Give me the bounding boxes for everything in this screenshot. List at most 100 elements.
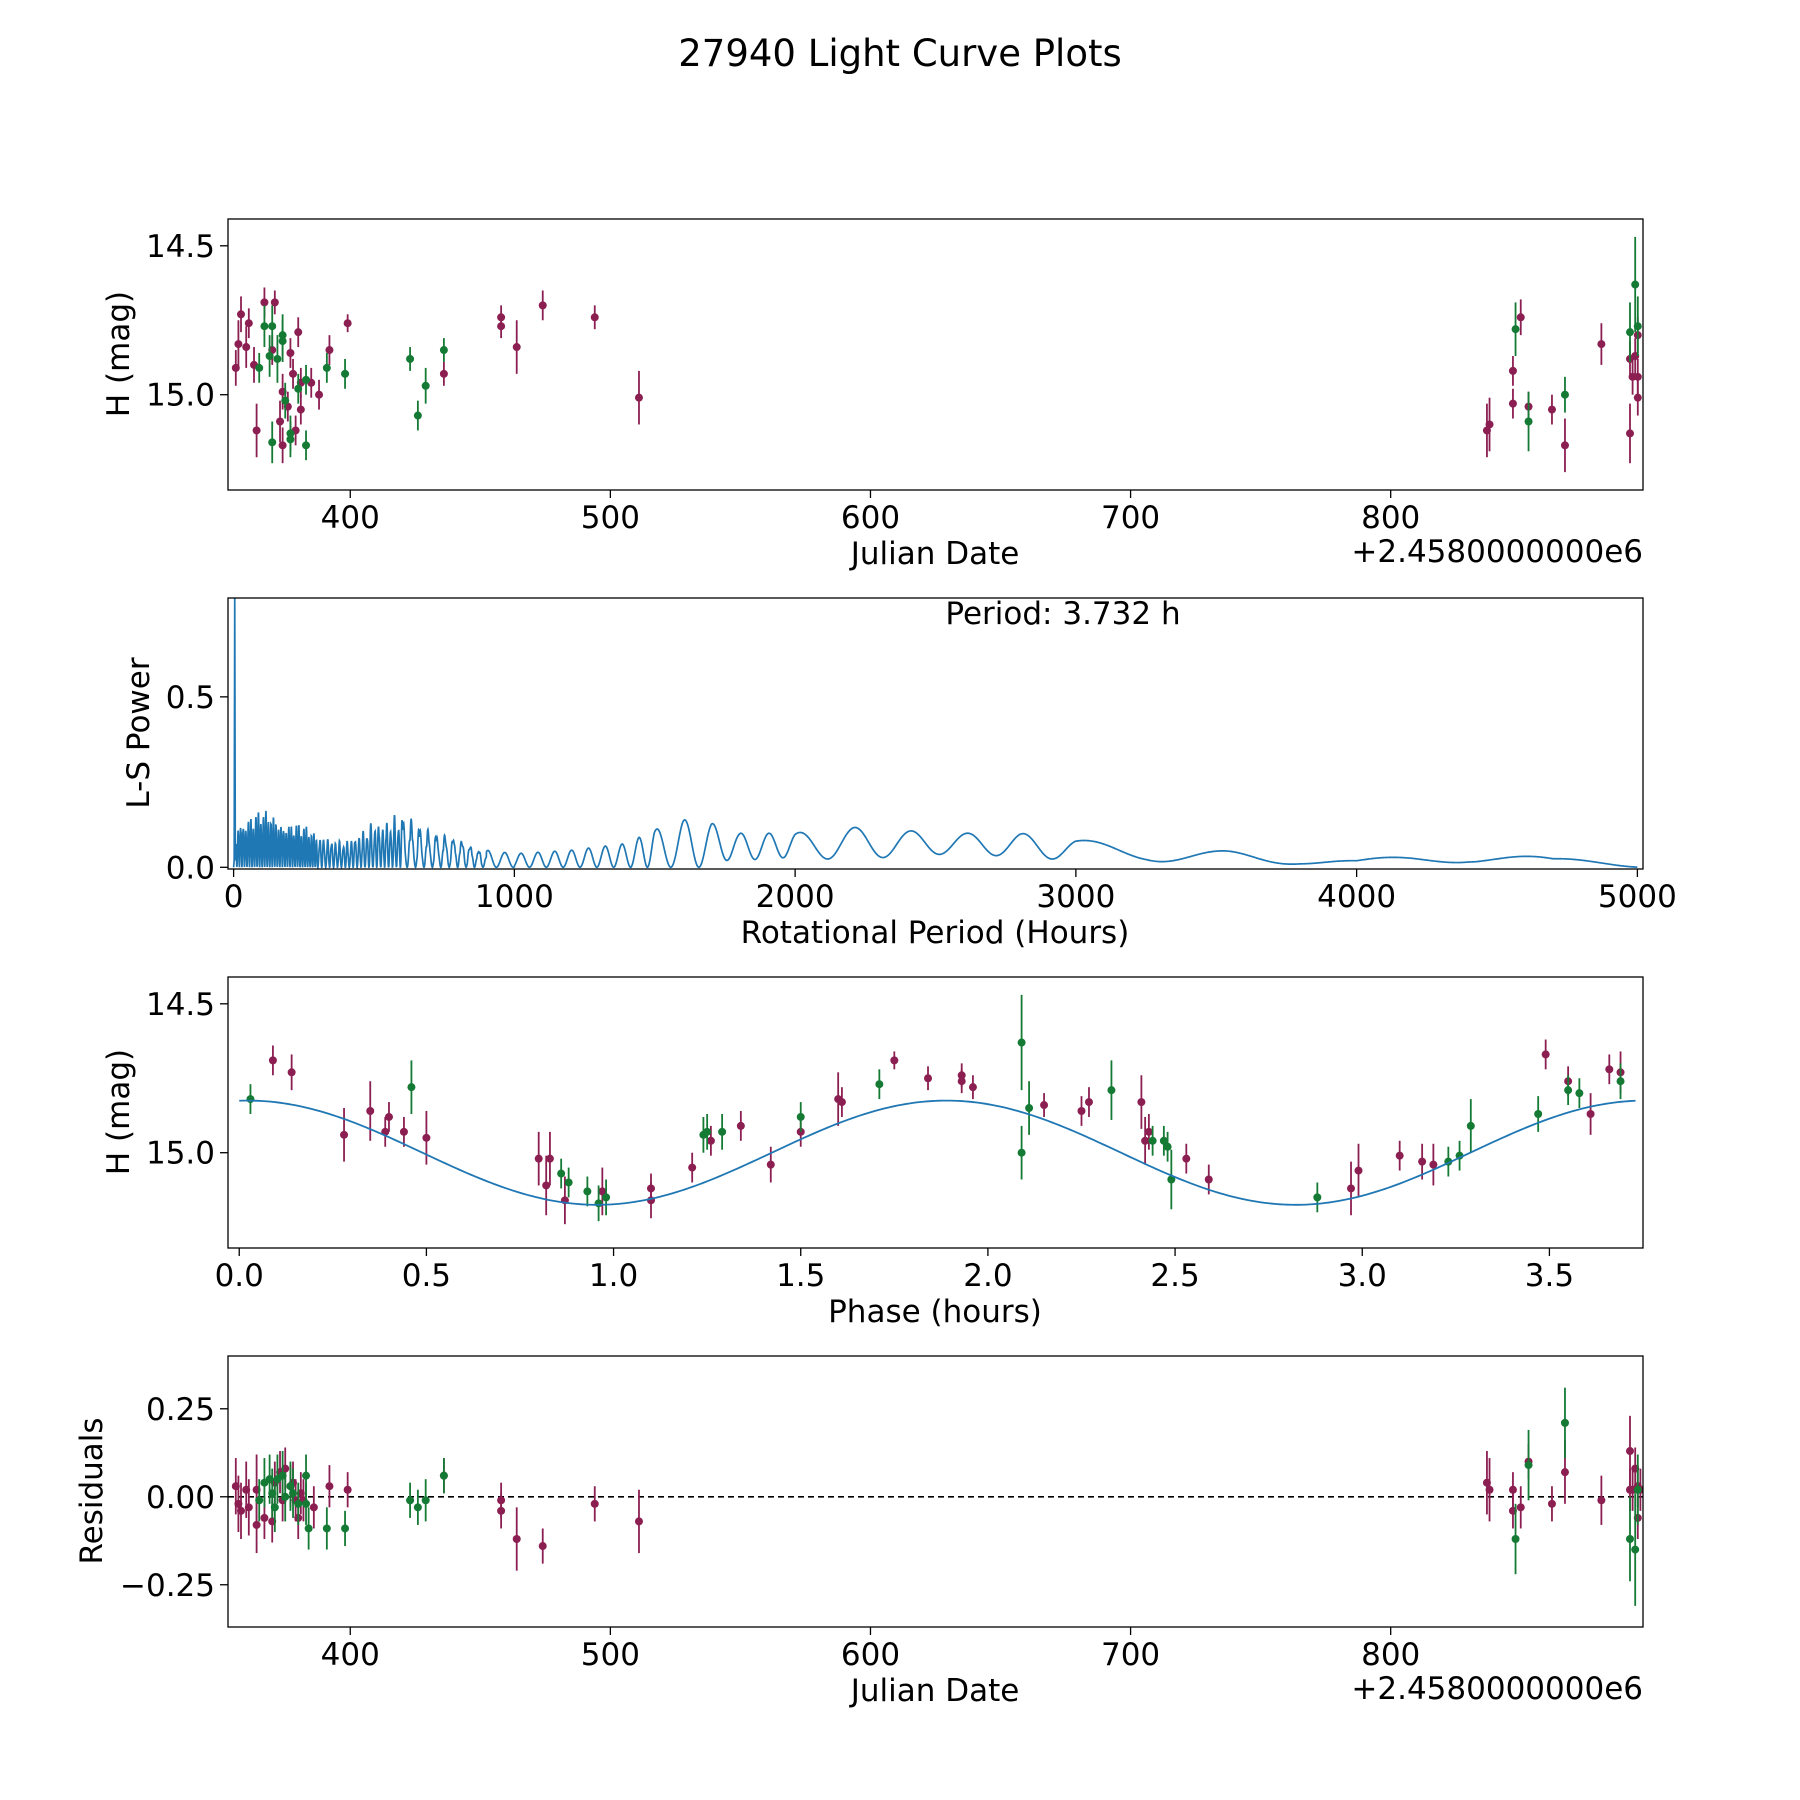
lightcurve-point-green bbox=[421, 381, 430, 390]
phased-point-red bbox=[1418, 1157, 1427, 1166]
residuals-point-red bbox=[237, 1506, 246, 1515]
residuals-point-green bbox=[270, 1503, 279, 1512]
phased-point-red bbox=[1077, 1107, 1086, 1116]
residuals-xtick-label: 800 bbox=[1361, 1637, 1420, 1673]
residuals-ylabel: Residuals bbox=[74, 1417, 110, 1564]
lightcurve-point-red bbox=[244, 319, 253, 328]
lightcurve-point-red bbox=[315, 390, 324, 399]
phased-point-green bbox=[1017, 1148, 1026, 1157]
phased-point-red bbox=[340, 1130, 349, 1139]
lightcurve-point-red bbox=[497, 313, 506, 322]
periodogram-xtick-label: 5000 bbox=[1598, 879, 1677, 915]
lightcurve-xtick-label: 400 bbox=[321, 500, 380, 536]
lightcurve-point-red bbox=[270, 298, 279, 307]
lightcurve-point-red bbox=[260, 298, 269, 307]
phased-xtick-label: 3.5 bbox=[1525, 1258, 1574, 1294]
residuals-ytick-label: 0.00 bbox=[146, 1480, 215, 1516]
residuals-point-green bbox=[421, 1496, 430, 1505]
lightcurve-xlabel: Julian Date bbox=[849, 536, 1020, 572]
residuals-frame bbox=[227, 1355, 1644, 1628]
phased-point-red bbox=[1141, 1136, 1150, 1145]
lightcurve-point-red bbox=[278, 441, 287, 450]
phased-ytick-label: 15.0 bbox=[146, 1136, 215, 1172]
residuals-point-red bbox=[309, 1503, 318, 1512]
phased-point-red bbox=[1182, 1154, 1191, 1163]
phased-point-red bbox=[1395, 1151, 1404, 1160]
phased-point-green bbox=[1025, 1104, 1034, 1113]
lightcurve-point-red bbox=[234, 340, 243, 349]
lightcurve-point-red bbox=[294, 328, 303, 337]
residuals-point-green bbox=[255, 1496, 264, 1505]
residuals-point-red bbox=[1625, 1447, 1634, 1456]
periodogram-plot-area bbox=[232, 598, 1638, 869]
phased-xtick-label: 1.5 bbox=[776, 1258, 825, 1294]
residuals-point-green bbox=[1633, 1485, 1642, 1494]
phased-point-red bbox=[766, 1160, 775, 1169]
lightcurve-xtick-label: 700 bbox=[1101, 500, 1160, 536]
phased-panel: 0.0 0.5 1.0 1.5 2.0 2.5 3.0 3.5 15.0 14.5 Phase (… bbox=[101, 976, 1644, 1330]
phased-point-red bbox=[1144, 1127, 1153, 1136]
lightcurve-panel: 400 500 600 700 800 15.0 14.5 Julian Date +2.4… bbox=[101, 218, 1644, 572]
residuals-point-green bbox=[294, 1499, 303, 1508]
phased-point-red bbox=[1137, 1098, 1146, 1107]
phased-point-green bbox=[407, 1083, 416, 1092]
phased-ylabel: H (mag) bbox=[101, 1049, 137, 1175]
periodogram-ytick-label: 0.5 bbox=[166, 680, 215, 716]
lightcurve-point-red bbox=[538, 301, 547, 310]
lightcurve-point-green bbox=[278, 337, 287, 346]
phased-point-green bbox=[1148, 1136, 1157, 1145]
lightcurve-point-red bbox=[325, 346, 334, 355]
lightcurve-point-red bbox=[1485, 420, 1494, 429]
lightcurve-frame bbox=[227, 218, 1644, 491]
lightcurve-point-red bbox=[289, 369, 298, 378]
lightcurve-point-green bbox=[1625, 328, 1634, 337]
phased-xtick-label: 0.5 bbox=[402, 1258, 451, 1294]
phased-point-red bbox=[384, 1112, 393, 1121]
periodogram-ytick-label: 0.0 bbox=[166, 850, 215, 886]
periodogram-xtick-label: 0 bbox=[224, 879, 244, 915]
lightcurve-point-green bbox=[322, 363, 331, 372]
phased-point-green bbox=[1159, 1136, 1168, 1145]
residuals-point-green bbox=[281, 1492, 290, 1501]
lightcurve-point-red bbox=[276, 417, 285, 426]
lightcurve-point-red bbox=[1560, 441, 1569, 450]
residuals-point-red bbox=[1560, 1468, 1569, 1477]
lightcurve-point-red bbox=[242, 343, 251, 352]
phased-point-green bbox=[1167, 1175, 1176, 1184]
phased-xlabel: Phase (hours) bbox=[828, 1294, 1042, 1330]
phased-point-red bbox=[366, 1107, 375, 1116]
lightcurve-point-green bbox=[341, 369, 350, 378]
residuals-point-green bbox=[1560, 1418, 1569, 1427]
phased-xtick-label: 3.0 bbox=[1338, 1258, 1387, 1294]
lightcurve-point-green bbox=[1633, 322, 1642, 331]
residuals-point-green bbox=[1524, 1461, 1533, 1470]
phased-point-green bbox=[583, 1187, 592, 1196]
residuals-point-green bbox=[1625, 1535, 1634, 1544]
phased-point-red bbox=[545, 1154, 554, 1163]
residuals-point-red bbox=[252, 1520, 261, 1529]
lightcurve-xtick-label: 500 bbox=[581, 500, 640, 536]
phased-point-red bbox=[1541, 1050, 1550, 1059]
residuals-point-green bbox=[322, 1524, 331, 1533]
residuals-point-red bbox=[634, 1517, 643, 1526]
phased-point-red bbox=[736, 1121, 745, 1130]
phased-point-red bbox=[1605, 1065, 1614, 1074]
periodogram-xtick-label: 3000 bbox=[1036, 879, 1115, 915]
residuals-offset-label: +2.4580000000e6 bbox=[1351, 1671, 1643, 1707]
residuals-ytick-label: −0.25 bbox=[120, 1568, 215, 1604]
lightcurve-ticks: 400 500 600 700 800 15.0 14.5 bbox=[146, 229, 1420, 536]
residuals-point-red bbox=[1508, 1485, 1517, 1494]
residuals-point-green bbox=[406, 1496, 415, 1505]
phased-point-red bbox=[1429, 1160, 1438, 1169]
lightcurve-point-red bbox=[1516, 313, 1525, 322]
phased-fit-curve bbox=[239, 1099, 1636, 1206]
phased-xtick-label: 0.0 bbox=[215, 1258, 264, 1294]
lightcurve-point-red bbox=[252, 426, 261, 435]
phased-point-red bbox=[598, 1187, 607, 1196]
residuals-point-green bbox=[302, 1471, 311, 1480]
lightcurve-point-red bbox=[439, 369, 448, 378]
lightcurve-point-green bbox=[268, 322, 277, 331]
phased-point-red bbox=[1354, 1166, 1363, 1175]
residuals-point-green bbox=[1511, 1535, 1520, 1544]
